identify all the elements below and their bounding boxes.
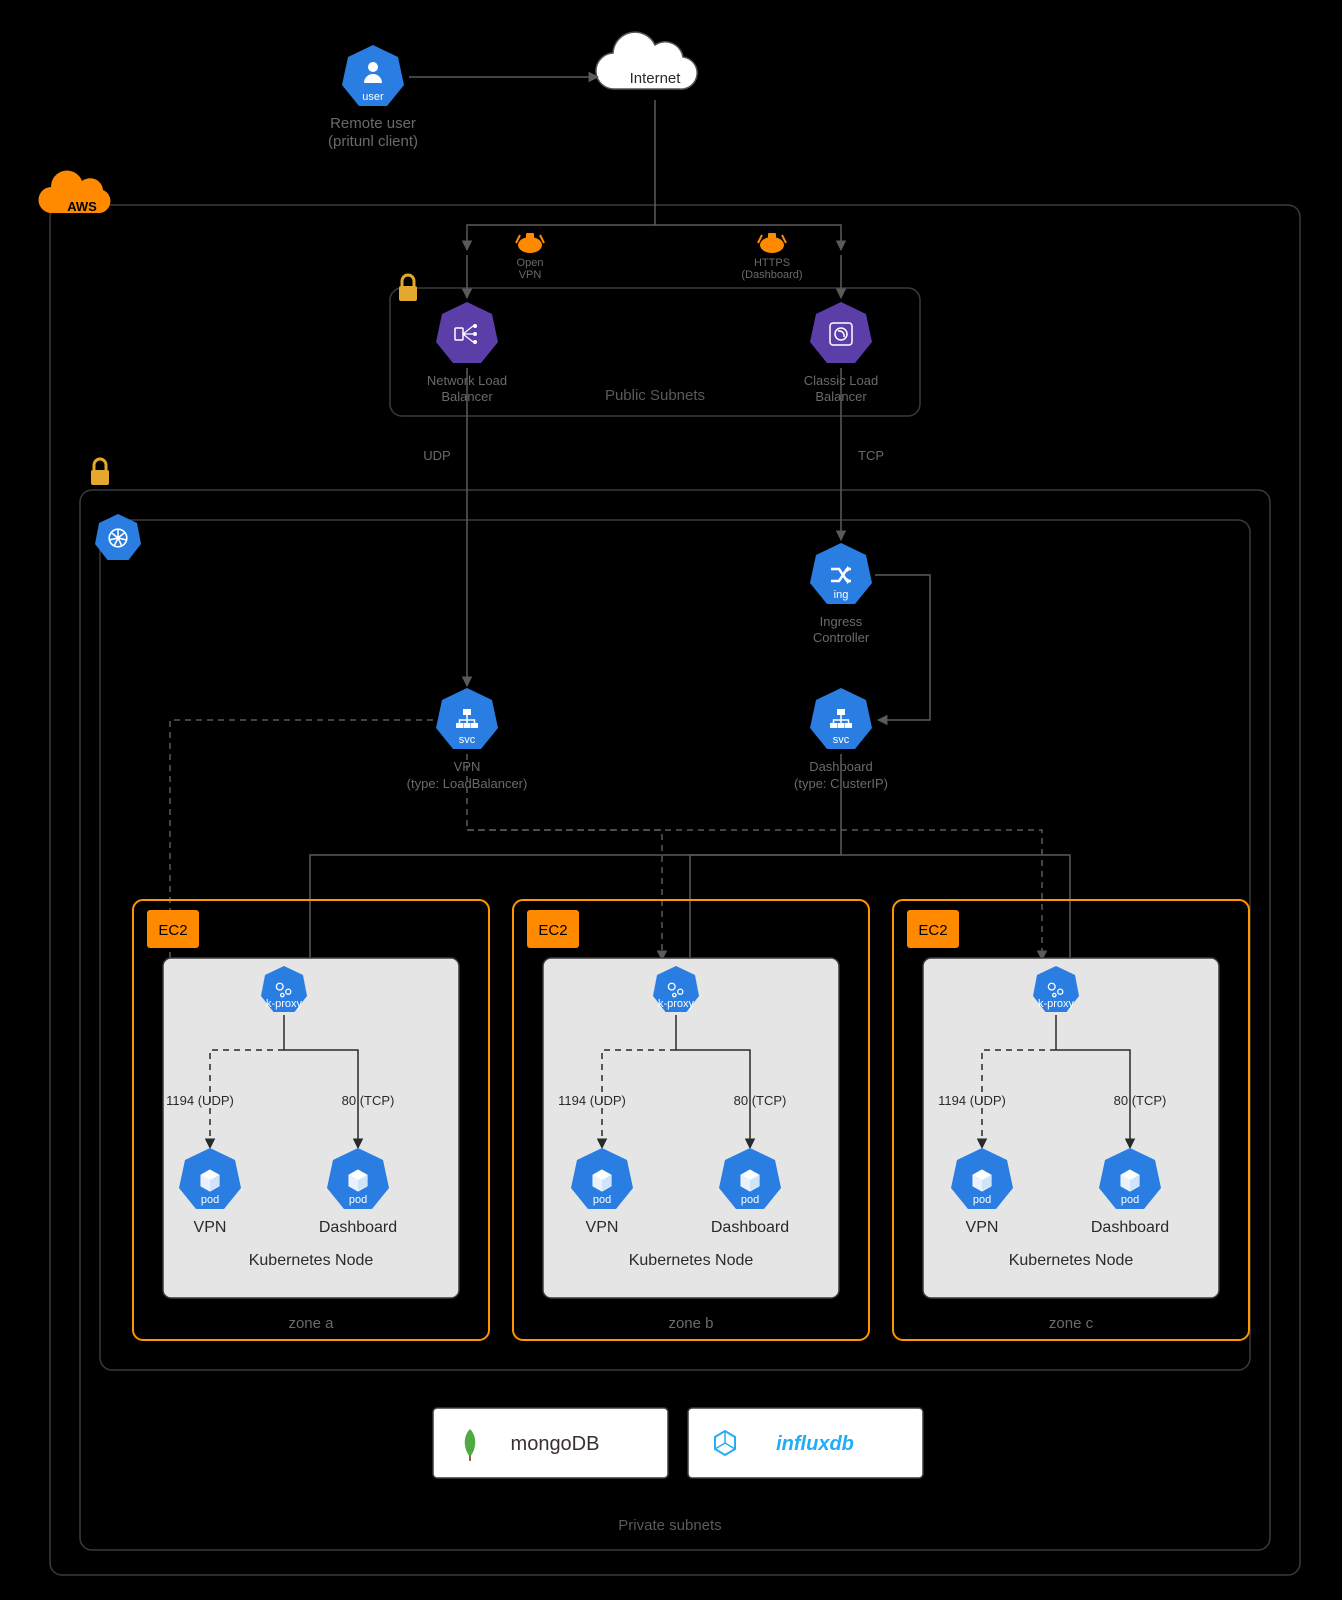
- internet-label: Internet: [630, 70, 682, 87]
- svg-text:80 (TCP): 80 (TCP): [734, 1093, 787, 1108]
- svg-text:VPN: VPN: [586, 1219, 619, 1236]
- lock-icon-public: [399, 275, 417, 301]
- ingress-label-1: Ingress: [820, 614, 863, 629]
- remote-user-label-1: Remote user: [330, 115, 416, 132]
- svg-text:1194 (UDP): 1194 (UDP): [166, 1093, 234, 1108]
- influxdb-label: influxdb: [776, 1433, 854, 1455]
- svg-text:k-proxy: k-proxy: [658, 998, 695, 1010]
- ingress-label-2: Controller: [813, 630, 870, 645]
- aws-badge: AWS: [38, 171, 110, 214]
- zone-b: EC2 zone b k-proxy 1194 (UDP) 80 (TCP) p…: [513, 900, 869, 1340]
- svg-text:pod: pod: [1121, 1194, 1139, 1206]
- user-hex-label: user: [362, 91, 384, 103]
- svg-text:Kubernetes Node: Kubernetes Node: [1009, 1252, 1134, 1269]
- svg-text:1194 (UDP): 1194 (UDP): [558, 1093, 626, 1108]
- dashboard-svc-icon: svc: [810, 688, 872, 749]
- edge-dashsvc-kproxy-a: [310, 754, 841, 986]
- https-icon: [758, 233, 786, 253]
- svg-text:ing: ing: [834, 589, 849, 601]
- edge-split-left: [467, 225, 655, 250]
- svg-text:AWS: AWS: [67, 199, 97, 214]
- svg-text:pod: pod: [349, 1194, 367, 1206]
- clb-icon: [810, 302, 872, 363]
- public-subnets-label: Public Subnets: [605, 387, 705, 404]
- https-label-2: (Dashboard): [741, 269, 802, 281]
- private-subnets-label: Private subnets: [618, 1517, 721, 1534]
- svg-text:k-proxy: k-proxy: [266, 998, 303, 1010]
- openvpn-label-2: VPN: [519, 269, 542, 281]
- svg-text:Dashboard: Dashboard: [711, 1219, 789, 1236]
- svg-text:Dashboard: Dashboard: [1091, 1219, 1169, 1236]
- mongodb-label: mongoDB: [511, 1433, 600, 1455]
- svg-text:80 (TCP): 80 (TCP): [1114, 1093, 1167, 1108]
- zone-c: EC2 zone c k-proxy 1194 (UDP) 80 (TCP) p…: [893, 900, 1249, 1340]
- svg-text:EC2: EC2: [918, 922, 947, 939]
- ingress-icon: ing: [810, 543, 872, 604]
- svg-text:Dashboard: Dashboard: [319, 1219, 397, 1236]
- svg-text:pod: pod: [201, 1194, 219, 1206]
- nlb-icon: [436, 302, 498, 363]
- svg-text:Kubernetes Node: Kubernetes Node: [629, 1252, 754, 1269]
- svg-text:EC2: EC2: [538, 922, 567, 939]
- udp-label: UDP: [423, 448, 450, 463]
- svg-text:svc: svc: [833, 734, 850, 746]
- lock-icon-private: [91, 459, 109, 485]
- svg-text:pod: pod: [593, 1194, 611, 1206]
- edge-split-right: [655, 225, 841, 250]
- svg-text:svc: svc: [459, 734, 476, 746]
- k8s-badge: [95, 514, 141, 560]
- https-label-1: HTTPS: [754, 257, 790, 269]
- svg-text:1194 (UDP): 1194 (UDP): [938, 1093, 1006, 1108]
- svg-text:zone c: zone c: [1049, 1315, 1094, 1332]
- svg-text:k-proxy: k-proxy: [1038, 998, 1075, 1010]
- remote-user-label-2: (pritunl client): [328, 133, 418, 150]
- openvpn-icon: [516, 233, 544, 253]
- svg-text:zone b: zone b: [668, 1315, 713, 1332]
- svg-text:pod: pod: [973, 1194, 991, 1206]
- openvpn-label-1: Open: [517, 257, 544, 269]
- svg-text:VPN: VPN: [194, 1219, 227, 1236]
- svg-text:EC2: EC2: [158, 922, 187, 939]
- svg-text:pod: pod: [741, 1194, 759, 1206]
- zone-a: EC2 zone a k-proxy 1194 (UDP) 80 (TCP) p…: [133, 900, 489, 1340]
- edge-ingress-dashsvc: [875, 575, 930, 720]
- user-icon: user: [342, 45, 404, 106]
- svg-text:VPN: VPN: [966, 1219, 999, 1236]
- svg-text:Kubernetes Node: Kubernetes Node: [249, 1252, 374, 1269]
- tcp-label: TCP: [858, 448, 884, 463]
- internet-icon: Internet: [596, 32, 697, 89]
- svg-text:80 (TCP): 80 (TCP): [342, 1093, 395, 1108]
- svg-text:zone a: zone a: [288, 1315, 334, 1332]
- vpn-svc-icon: svc: [436, 688, 498, 749]
